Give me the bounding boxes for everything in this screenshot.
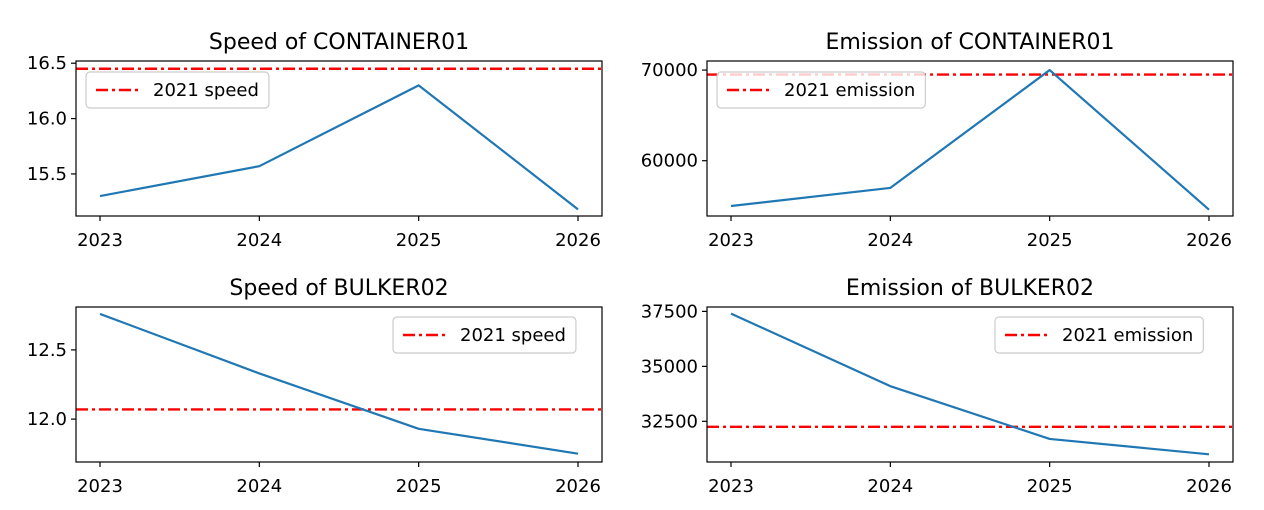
legend-box [994,316,1204,354]
y-tick-label: 15.5 [27,164,67,185]
x-tick-label: 2023 [708,476,754,497]
axes-frame [75,60,603,217]
legend: 2021 emission [994,316,1204,354]
legend-label: 2021 speed [153,80,259,101]
y-tick-label: 16.5 [27,53,67,74]
x-tick-label: 2026 [555,230,601,251]
y-tick-label: 32500 [641,411,698,432]
y-tick-label: 35000 [641,356,698,377]
series-line-0 [99,84,579,211]
subplot-emission-container01: Emission of CONTAINER01 2023 2024 2025 2026… [641,30,1234,251]
y-tick-label: 37500 [641,301,698,322]
legend: 2021 speed [85,71,270,109]
x-tick-label: 2025 [396,230,442,251]
series-line-0 [99,312,579,455]
x-tick-label: 2023 [77,230,123,251]
x-tick-label: 2024 [236,476,282,497]
y-tick-label: 16.0 [27,109,67,130]
x-tick-label: 2024 [867,476,913,497]
axes-frame [75,306,603,463]
subplot-speed-container01: Speed of CONTAINER01 2023 2024 2025 2026 15.… [27,30,603,251]
axes-frame [706,306,1234,463]
legend-label: 2021 speed [460,325,566,346]
series-line-0 [730,68,1210,211]
y-tick-label: 70000 [641,60,698,81]
x-tick-label: 2023 [77,476,123,497]
y-tick-label: 12.0 [27,409,67,430]
legend-box [85,71,270,109]
legend-box [392,316,577,354]
x-tick-label: 2025 [1027,230,1073,251]
legend: 2021 speed [392,316,577,354]
series-line-0 [730,312,1210,456]
x-tick-label: 2023 [708,230,754,251]
legend-label: 2021 emission [784,80,915,101]
x-tick-label: 2025 [396,476,442,497]
x-tick-label: 2026 [555,476,601,497]
legend-label: 2021 emission [1062,325,1193,346]
chart-title: Emission of BULKER02 [846,276,1094,301]
axes-frame [706,60,1234,217]
x-tick-label: 2026 [1186,476,1232,497]
chart-title: Emission of CONTAINER01 [825,30,1114,55]
y-tick-label: 12.5 [27,340,67,361]
x-tick-label: 2024 [236,230,282,251]
x-tick-label: 2025 [1027,476,1073,497]
chart-title: Speed of CONTAINER01 [209,30,469,55]
x-tick-label: 2026 [1186,230,1232,251]
chart-title: Speed of BULKER02 [229,276,448,301]
subplot-emission-bulker02: Emission of BULKER02 2023 2024 2025 2026 325… [641,276,1234,497]
subplot-speed-bulker02: Speed of BULKER02 2023 2024 2025 2026 12.0 12… [27,276,603,497]
x-tick-label: 2024 [867,230,913,251]
legend-box [716,71,926,109]
legend: 2021 emission [716,71,926,109]
y-tick-label: 60000 [641,151,698,172]
